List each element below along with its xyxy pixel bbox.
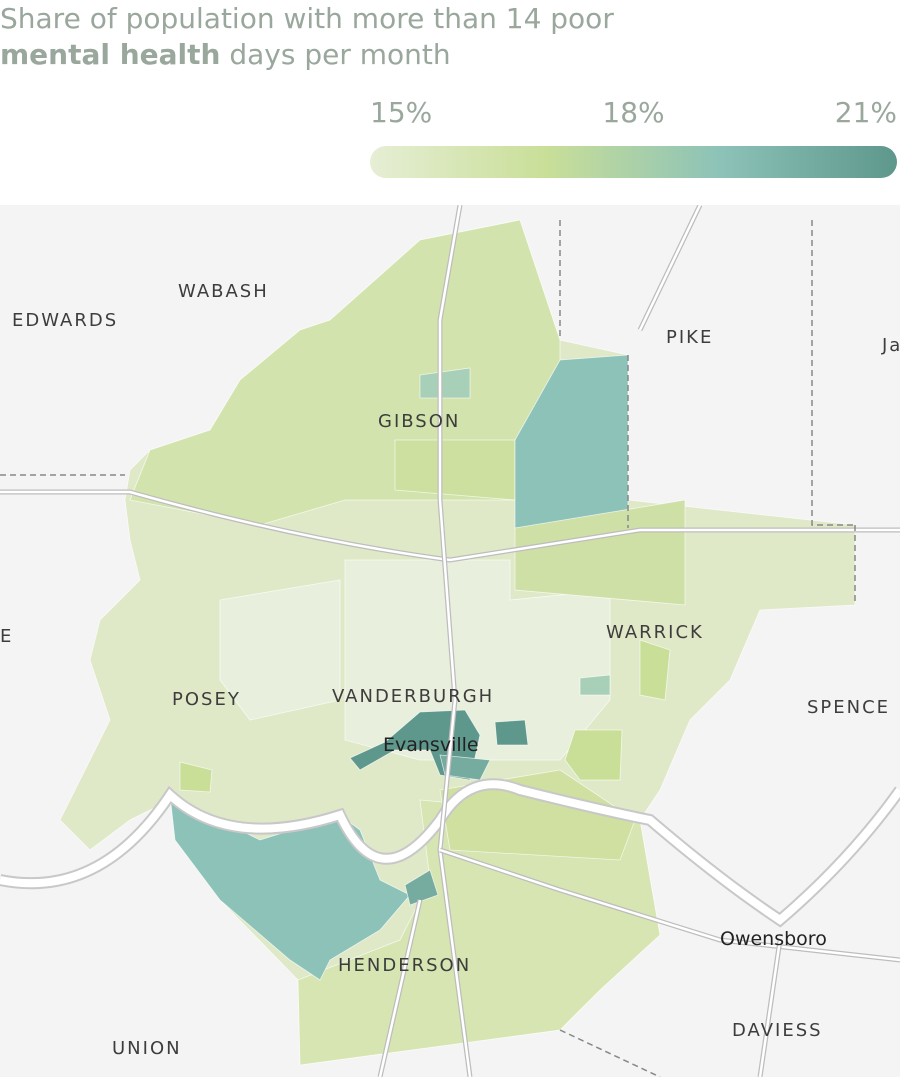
county-label: VANDERBURGH — [332, 686, 494, 707]
region — [344, 559, 611, 761]
county-borders — [0, 220, 856, 1077]
region — [394, 439, 516, 501]
county-label: SPENCE — [807, 697, 890, 718]
county-label: WARRICK — [606, 622, 704, 643]
city-label: Evansville — [383, 734, 479, 756]
region — [349, 709, 529, 781]
county-label: HENDERSON — [338, 955, 471, 976]
city-label: Owensboro — [720, 928, 827, 950]
legend-tick-label: 18% — [602, 96, 664, 129]
title-line: mental health days per month — [0, 38, 451, 71]
legend-tick-label: 15% — [370, 96, 432, 129]
title-bold: mental health — [0, 38, 220, 71]
county-label: Ja — [881, 335, 900, 356]
region — [419, 367, 611, 696]
region — [219, 579, 341, 721]
county-label: GIBSON — [378, 411, 460, 432]
county-label: PIKE — [666, 327, 713, 348]
roads — [0, 205, 900, 1077]
legend-gradient — [370, 146, 897, 178]
region — [514, 354, 629, 529]
region — [439, 769, 636, 861]
county-label: WABASH — [178, 281, 269, 302]
county-label: POSEY — [172, 689, 241, 710]
region — [297, 799, 661, 1066]
county-label: EDWARDS — [12, 310, 118, 331]
title-rest: days per month — [229, 38, 450, 71]
map — [0, 205, 900, 1077]
county-label: E — [0, 626, 13, 647]
region — [179, 639, 671, 793]
title-line: Share of population with more than 14 po… — [0, 2, 614, 35]
county-label: DAVIESS — [732, 1020, 823, 1041]
legend-tick-label: 21% — [835, 96, 897, 129]
county-label: UNION — [112, 1038, 182, 1059]
river — [0, 780, 900, 926]
